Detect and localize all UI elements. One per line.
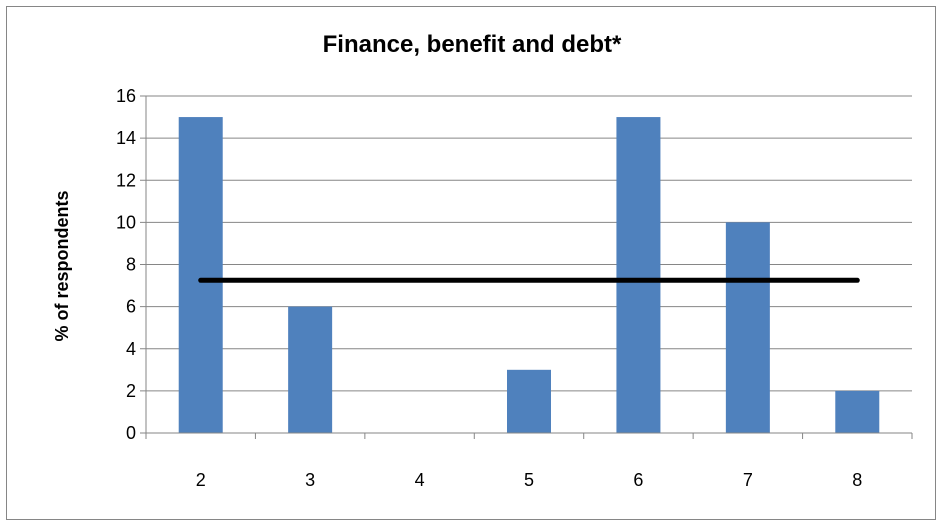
bar-7: [725, 222, 770, 433]
gridlines: [146, 95, 912, 392]
bar-2: [178, 117, 223, 433]
x-tick-label: 4: [415, 470, 425, 490]
bar-6: [616, 117, 661, 433]
bar-3: [288, 306, 333, 433]
axes: [145, 96, 912, 434]
bars: [178, 117, 880, 433]
x-axis-ticks: 2 3 4 5 6 7 8: [145, 433, 913, 490]
y-tick-label: 12: [116, 170, 136, 190]
chart-frame: [6, 6, 936, 520]
y-tick-label: 4: [126, 339, 136, 359]
bar-5: [507, 369, 551, 433]
x-tick-label: 3: [305, 470, 315, 490]
y-axis-ticks: 0 2 4 6 8 10 12 14 16: [116, 86, 146, 443]
x-tick-label: 8: [852, 470, 862, 490]
x-tick-label: 7: [743, 470, 753, 490]
y-tick-label: 16: [116, 86, 136, 106]
chart-title: Finance, benefit and debt*: [323, 31, 622, 58]
y-tick-label: 14: [116, 128, 136, 148]
x-tick-label: 6: [633, 470, 643, 490]
x-tick-label: 5: [524, 470, 534, 490]
x-tick-label: 2: [196, 470, 206, 490]
y-tick-label: 0: [126, 423, 136, 443]
y-tick-label: 2: [126, 381, 136, 401]
y-tick-label: 6: [126, 297, 136, 317]
y-tick-label: 10: [116, 212, 136, 232]
y-tick-label: 8: [126, 255, 136, 275]
y-axis-label: % of respondents: [52, 190, 72, 341]
bar-8: [835, 390, 880, 433]
